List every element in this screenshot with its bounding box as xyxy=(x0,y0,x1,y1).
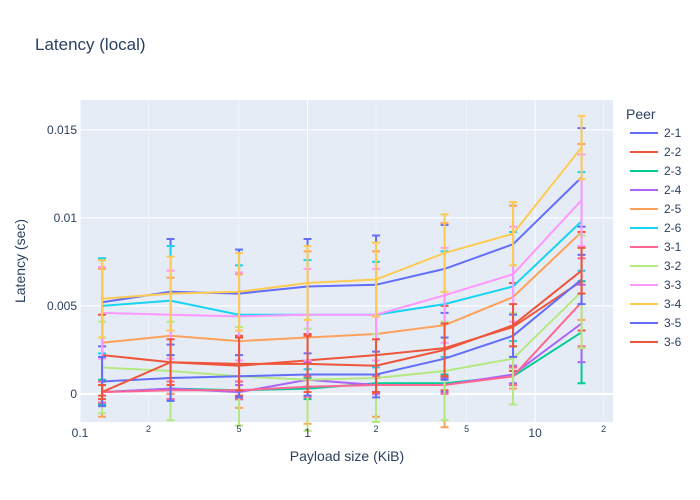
x-tick-label: 0.1 xyxy=(72,426,89,440)
legend-title: Peer xyxy=(626,106,656,122)
chart-title: Latency (local) xyxy=(35,35,146,54)
legend-label: 3-5 xyxy=(664,316,682,330)
x-minor-tick-label: 2 xyxy=(601,424,606,434)
legend-item[interactable]: 2-2 xyxy=(630,145,682,159)
legend-label: 3-1 xyxy=(664,240,682,254)
series-line xyxy=(101,176,583,304)
legend-label: 2-1 xyxy=(664,126,682,140)
legend-label: 3-6 xyxy=(664,335,682,349)
series-line xyxy=(102,146,583,300)
legend-item[interactable]: 2-5 xyxy=(630,202,682,216)
legend-label: 2-6 xyxy=(664,221,682,235)
legend-label: 2-2 xyxy=(664,145,682,159)
legend-item[interactable]: 2-6 xyxy=(630,221,682,235)
legend-item[interactable]: 3-1 xyxy=(630,240,682,254)
legend-item[interactable]: 3-3 xyxy=(630,278,682,292)
series-line xyxy=(102,199,583,318)
legend-label: 2-5 xyxy=(664,202,682,216)
x-tick-label: 10 xyxy=(528,426,542,440)
legend-item[interactable]: 3-5 xyxy=(630,316,682,330)
legend-item[interactable]: 3-6 xyxy=(630,335,682,349)
legend-item[interactable]: 2-1 xyxy=(630,126,682,140)
series-line xyxy=(101,269,583,394)
x-minor-tick-label: 2 xyxy=(146,424,151,434)
x-minor-tick-label: 2 xyxy=(374,424,379,434)
x-axis-ticks: 0.1 1 10 2 5 2 5 2 xyxy=(72,424,606,440)
series-line xyxy=(102,301,583,394)
y-axis-title: Latency (sec) xyxy=(12,219,28,303)
series-layer xyxy=(98,114,586,432)
legend-label: 2-4 xyxy=(664,183,682,197)
legend-item[interactable]: 3-4 xyxy=(630,297,682,311)
y-tick-label: 0.01 xyxy=(54,211,78,225)
y-tick-label: 0 xyxy=(70,387,77,401)
legend-item[interactable]: 2-3 xyxy=(630,164,682,178)
legend[interactable]: Peer 2-1 2-2 2-3 2-4 2-5 2-6 3-1 3-2 3-3 3-4 3-5 3-… xyxy=(626,106,682,349)
y-tick-label: 0.015 xyxy=(47,123,77,137)
y-axis-ticks: 0 0.005 0.01 0.015 xyxy=(47,123,77,401)
legend-label: 3-3 xyxy=(664,278,682,292)
y-tick-label: 0.005 xyxy=(47,299,77,313)
series-line xyxy=(102,322,583,394)
series-line xyxy=(102,291,583,381)
x-minor-tick-label: 5 xyxy=(464,424,469,434)
legend-label: 2-3 xyxy=(664,164,682,178)
legend-item[interactable]: 3-2 xyxy=(630,259,682,273)
x-minor-tick-label: 5 xyxy=(237,424,242,434)
series-3-6 xyxy=(98,246,586,401)
series-3-4 xyxy=(98,114,586,339)
legend-item[interactable]: 2-4 xyxy=(630,183,682,197)
series-line xyxy=(102,278,583,383)
legend-label: 3-2 xyxy=(664,259,682,273)
x-tick-label: 1 xyxy=(304,426,311,440)
x-axis-title: Payload size (KiB) xyxy=(290,448,404,464)
legend-label: 3-4 xyxy=(664,297,682,311)
series-line xyxy=(101,231,583,344)
